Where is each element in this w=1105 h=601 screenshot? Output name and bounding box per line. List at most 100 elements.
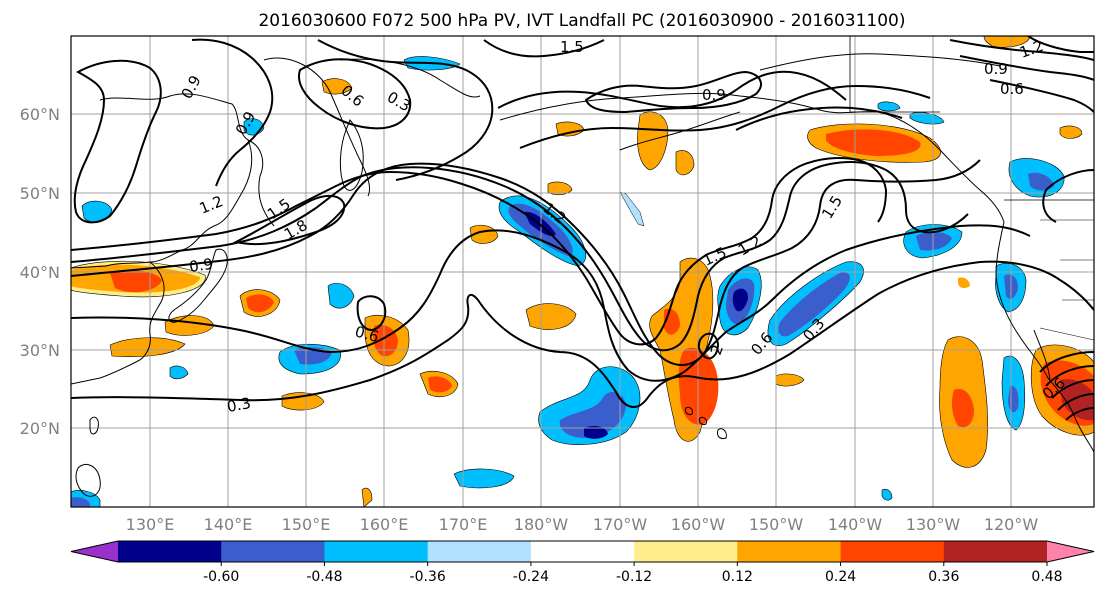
contour-label: 0.9	[702, 86, 726, 104]
negative-anomaly-region	[327, 283, 355, 309]
colorbar-tick-label: -0.24	[513, 569, 549, 585]
lat-label: 30°N	[20, 341, 60, 360]
positive-anomaly-region	[958, 277, 970, 289]
pv-contour	[1027, 36, 1094, 53]
lon-label: 140°W	[828, 515, 883, 534]
colorbar: -0.60 -0.48 -0.36 -0.24 -0.12 0.12 0.24 0.36 0.4…	[70, 540, 1095, 585]
lat-label: 20°N	[20, 419, 60, 438]
negative-anomaly-region	[909, 112, 945, 125]
positive-anomaly-region	[246, 294, 274, 313]
latitude-labels: 60°N 50°N 40°N 30°N 20°N	[20, 105, 60, 438]
pv-contour	[989, 79, 1094, 113]
colorbar-tick-label: 0.24	[825, 569, 856, 585]
negative-anomaly-region	[1028, 172, 1054, 191]
lon-label: 160°W	[671, 515, 726, 534]
pv-contour	[1057, 393, 1094, 411]
negative-anomaly-region	[881, 488, 893, 501]
lon-label: 160°E	[360, 515, 409, 534]
pv-contour	[317, 39, 494, 181]
lon-label: 130°W	[906, 515, 961, 534]
pv-contour	[356, 295, 387, 332]
colorbar-segment	[943, 541, 1048, 562]
positive-anomaly-region	[775, 373, 805, 387]
negative-anomaly-region	[71, 497, 90, 507]
positive-anomaly-region	[361, 487, 373, 507]
negative-anomaly-region	[916, 231, 952, 251]
contour-label: 0.3	[226, 394, 253, 416]
contour-label: 0.6	[353, 322, 381, 346]
border	[1039, 327, 1094, 341]
coastline	[717, 428, 727, 439]
coastline	[168, 248, 228, 323]
colorbar-tick-label: -0.60	[203, 569, 239, 585]
coastline	[71, 261, 165, 385]
colorbar-tick-label: 0.36	[928, 569, 959, 585]
negative-anomaly-region	[169, 365, 189, 380]
pv-contour	[483, 39, 605, 58]
pv-contour	[71, 161, 969, 352]
pv-contour	[519, 84, 931, 149]
colorbar-extend-max	[1047, 541, 1094, 562]
lon-label: 140°E	[204, 515, 253, 534]
negative-anomaly-region	[559, 391, 626, 438]
coastline	[89, 416, 99, 435]
map-area: 0.9 0.9 0.6 0.3 1.5 0.9 1.2 1.5 1.8 0.9 …	[71, 36, 1094, 507]
pv-contour	[697, 332, 720, 360]
colorbar-tick-label: -0.12	[616, 569, 652, 585]
colorbar-segment	[118, 541, 222, 562]
pv-contour	[1051, 379, 1094, 399]
positive-anomaly-region	[951, 388, 974, 428]
coastline	[685, 407, 693, 415]
contour-label: 1.5	[560, 38, 584, 56]
map-border	[70, 35, 1095, 508]
contour-label: 0.9	[188, 255, 214, 276]
coastline	[995, 221, 1049, 379]
pv-contours	[71, 36, 1094, 421]
pv-contour	[1045, 365, 1094, 387]
colorbar-segment	[221, 541, 325, 562]
map-title: 2016030600 F072 500 hPa PV, IVT Landfall…	[258, 11, 905, 31]
coastline	[71, 93, 253, 269]
lat-label: 60°N	[20, 105, 60, 124]
lon-label: 170°E	[439, 515, 488, 534]
pv-contour	[298, 58, 412, 130]
coastline	[339, 119, 364, 191]
coastline	[1047, 377, 1094, 453]
positive-anomaly-region	[983, 36, 1031, 48]
positive-anomaly-region	[1059, 125, 1083, 139]
negative-anomaly-region	[732, 288, 748, 312]
pv-contour	[71, 260, 1094, 408]
coastline	[759, 53, 1001, 71]
coastline	[75, 464, 101, 497]
pv-contour	[959, 55, 1094, 81]
pv-contour	[233, 194, 346, 246]
pv-contour	[1042, 189, 1057, 223]
coastline	[1033, 329, 1051, 381]
colorbar-tick-label: -0.48	[306, 569, 342, 585]
positive-anomaly-region	[675, 150, 695, 176]
positive-anomaly-region	[109, 337, 186, 357]
lon-label: 180°W	[514, 515, 569, 534]
pv-contour	[71, 157, 888, 346]
colorbar-segment	[634, 541, 738, 562]
coastline	[619, 111, 741, 151]
colorbar-tick-label: -0.36	[410, 569, 446, 585]
lon-label: 150°W	[749, 515, 804, 534]
longitude-labels: 130°E 140°E 150°E 160°E 170°E 180°W 170°…	[126, 515, 1039, 534]
negative-anomaly-region	[877, 101, 901, 112]
coastline	[699, 417, 707, 425]
colorbar-segment	[427, 541, 532, 562]
coastline	[499, 92, 881, 121]
contour-label: 0.9	[984, 60, 1008, 78]
positive-anomaly-region	[547, 181, 573, 196]
pv-contour	[497, 70, 847, 109]
colorbar-tick-label: 0.48	[1031, 569, 1062, 585]
pv-contour	[191, 38, 274, 187]
coastline	[879, 111, 1005, 223]
pv-contour	[584, 70, 762, 114]
pv-contour	[1045, 169, 1094, 191]
coastline	[247, 139, 275, 227]
negative-anomaly-region	[584, 426, 608, 439]
lon-label: 150°E	[282, 515, 331, 534]
